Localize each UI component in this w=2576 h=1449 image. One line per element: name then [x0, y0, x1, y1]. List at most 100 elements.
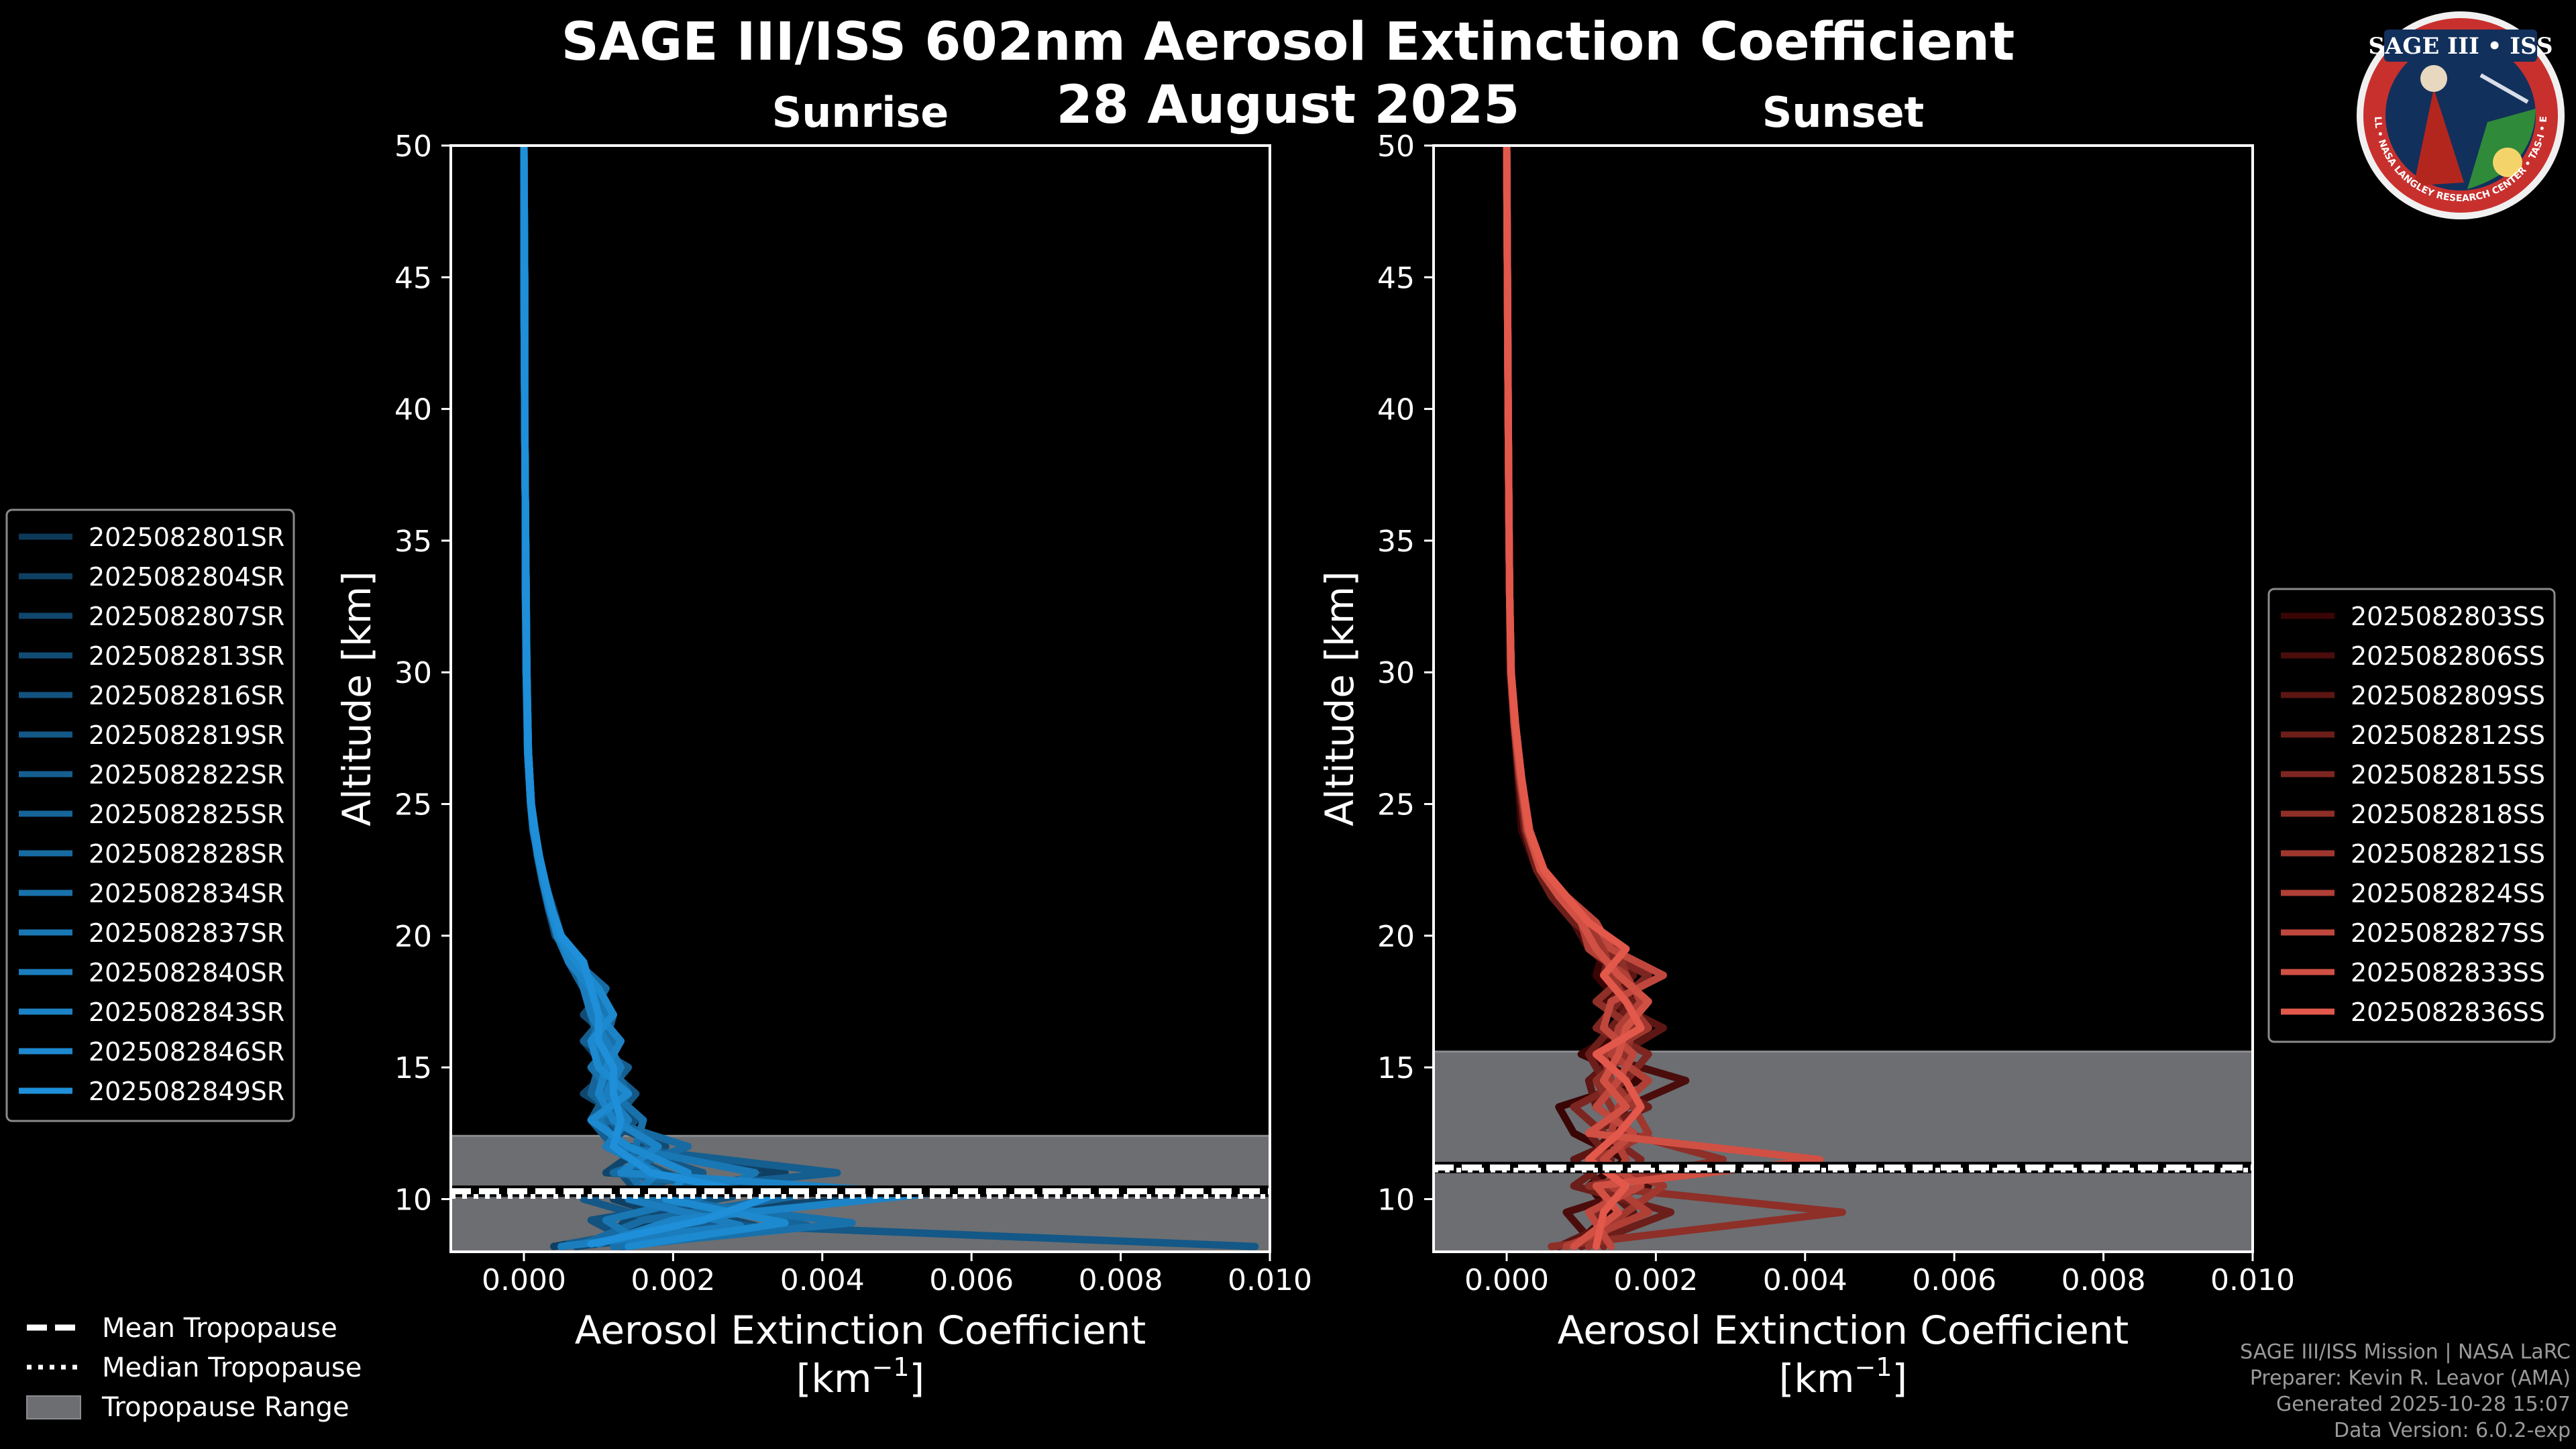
legend-label: 2025082809SS [2351, 681, 2545, 710]
x-axis-units-close: ] [910, 1356, 925, 1401]
x-tick-label: 0.006 [1912, 1263, 1996, 1297]
logo-title: SAGE III • ISS [2368, 33, 2553, 60]
x-tick-label: 0.008 [1079, 1263, 1163, 1297]
x-axis-units-base: [km [796, 1356, 872, 1401]
legend-label: 2025082849SR [89, 1077, 284, 1106]
x-tick-label: 0.002 [1613, 1263, 1698, 1297]
profile-line-2025082825SR [520, 146, 811, 1250]
y-tick-label: 30 [1377, 656, 1415, 690]
y-tick-label: 30 [394, 656, 432, 690]
legend-label: 2025082843SR [89, 998, 284, 1027]
y-tick-label: 50 [1377, 129, 1415, 164]
credits-generated: Generated 2025-10-28 15:07 [2275, 1393, 2571, 1416]
logo-sun-icon [2493, 148, 2522, 177]
legend-label: 2025082824SS [2351, 879, 2545, 908]
logo-figure-icon [2414, 89, 2464, 186]
profile-line-2025082843SR [520, 146, 930, 1248]
panel-title: Sunset [1762, 88, 1925, 137]
legend-label: 2025082803SS [2351, 602, 2545, 631]
profile-line-2025082828SR [520, 146, 796, 1248]
y-tick-label: 15 [1377, 1051, 1415, 1085]
panel-sunrise: 10 15 20 25 30 35 40 45 50 0.000 0.002 0.004 0.006 0.… [5, 88, 1312, 1401]
legend-label: 2025082818SS [2351, 800, 2545, 829]
y-tick-label: 10 [1377, 1183, 1415, 1217]
profile-line-2025082816SR [520, 146, 737, 1248]
y-tick-label: 20 [394, 920, 432, 954]
legend-label: 2025082807SR [89, 602, 284, 631]
legend-label: 2025082827SS [2351, 918, 2545, 948]
x-tick-label: 0.002 [631, 1263, 715, 1297]
legend-label: 2025082846SR [89, 1037, 284, 1067]
chart-title-line2: 28 August 2025 [1056, 75, 1520, 136]
legend-label: 2025082833SS [2351, 958, 2545, 987]
legend-label: 2025082806SS [2351, 641, 2545, 671]
profile-line-2025082807SR [520, 146, 916, 1245]
credits-mission: SAGE III/ISS Mission | NASA LaRC [2240, 1340, 2571, 1364]
x-axis-units-exponent: −1 [872, 1352, 910, 1382]
legend-label: 2025082804SR [89, 562, 284, 592]
logo-figure-head [2420, 65, 2447, 92]
x-axis-label: Aerosol Extinction Coefficient [575, 1307, 1146, 1353]
y-tick-label: 45 [1377, 261, 1415, 295]
x-tick-label: 0.000 [482, 1263, 566, 1297]
chart-title-line1: SAGE III/ISS 602nm Aerosol Extinction Co… [561, 12, 2015, 72]
tropopause-range-band [1434, 1051, 2253, 1252]
legend-label: 2025082822SR [89, 760, 284, 790]
legend-range-swatch [26, 1395, 81, 1419]
credits: SAGE III/ISS Mission | NASA LaRC Prepare… [2240, 1339, 2571, 1444]
legend-label: 2025082816SR [89, 681, 284, 710]
profile-line-2025082836SS [1503, 146, 1645, 1250]
profile-line-2025082822SR [520, 146, 841, 1248]
y-tick-label: 35 [394, 525, 432, 559]
x-axis-units-base: [km [1779, 1356, 1855, 1401]
legend-label: 2025082821SS [2351, 839, 2545, 869]
profile-line-2025082813SR [520, 146, 759, 1250]
y-tick-label: 45 [394, 261, 432, 295]
x-tick-label: 0.000 [1464, 1263, 1549, 1297]
y-axis-label: Altitude [km] [1317, 571, 1362, 826]
profile-line-2025082819SR [520, 146, 1259, 1250]
y-tick-label: 35 [1377, 525, 1415, 559]
tropopause-legend: Mean Tropopause Median Tropopause Tropopau… [26, 1313, 362, 1423]
y-tick-label: 50 [394, 129, 432, 164]
legend-label: 2025082825SR [89, 800, 284, 829]
x-tick-label: 0.004 [1763, 1263, 1847, 1297]
credits-version: Data Version: 6.0.2-exp [2333, 1419, 2571, 1442]
panel-title: Sunrise [772, 88, 949, 137]
y-tick-label: 40 [394, 393, 432, 427]
y-tick-label: 40 [1377, 393, 1415, 427]
legend-label: 2025082812SS [2351, 720, 2545, 750]
profile-line-2025082801SR [520, 146, 871, 1248]
legend-label: 2025082837SR [89, 918, 284, 948]
profile-line-2025082834SR [520, 146, 856, 1250]
legend-label: 2025082813SR [89, 641, 284, 671]
x-tick-label: 0.004 [780, 1263, 865, 1297]
x-axis-units-close: ] [1892, 1356, 1908, 1401]
profile-line-2025082846SR [520, 146, 789, 1250]
axes-frame [1432, 144, 2254, 1253]
y-tick-label: 20 [1377, 920, 1415, 954]
profile-line-2025082804SR [520, 146, 789, 1250]
x-axis-units-exponent: −1 [1855, 1352, 1892, 1382]
y-tick-label: 10 [394, 1183, 432, 1217]
legend-mean-label: Mean Tropopause [102, 1313, 337, 1344]
profile-line-2025082837SR [520, 146, 759, 1248]
logo-iss-icon [2479, 73, 2529, 104]
profile-line-2025082849SR [520, 146, 774, 1248]
y-tick-label: 25 [1377, 788, 1415, 822]
legend-box [2267, 588, 2556, 1043]
legend-label: 2025082834SR [89, 879, 284, 908]
x-axis-units: [km−1] [1779, 1352, 1907, 1401]
x-tick-label: 0.010 [2210, 1263, 2295, 1297]
panel-sunset: 10 15 20 25 30 35 40 45 50 0.000 0.002 0.004 0.006 0.… [1317, 88, 2556, 1401]
sage-logo: SAGE III • ISSBALL • NASA LANGLEY RESEAR… [0, 0, 2565, 219]
profile-line-2025082840SR [520, 146, 744, 1250]
legend-range-label: Tropopause Range [101, 1392, 350, 1423]
legend-label: 2025082815SS [2351, 760, 2545, 790]
x-axis-label: Aerosol Extinction Coefficient [1558, 1307, 2129, 1353]
credits-preparer: Preparer: Kevin R. Leavor (AMA) [2249, 1366, 2571, 1390]
legend-label: 2025082828SR [89, 839, 284, 869]
y-tick-label: 15 [394, 1051, 432, 1085]
legend-label: 2025082836SS [2351, 998, 2545, 1027]
